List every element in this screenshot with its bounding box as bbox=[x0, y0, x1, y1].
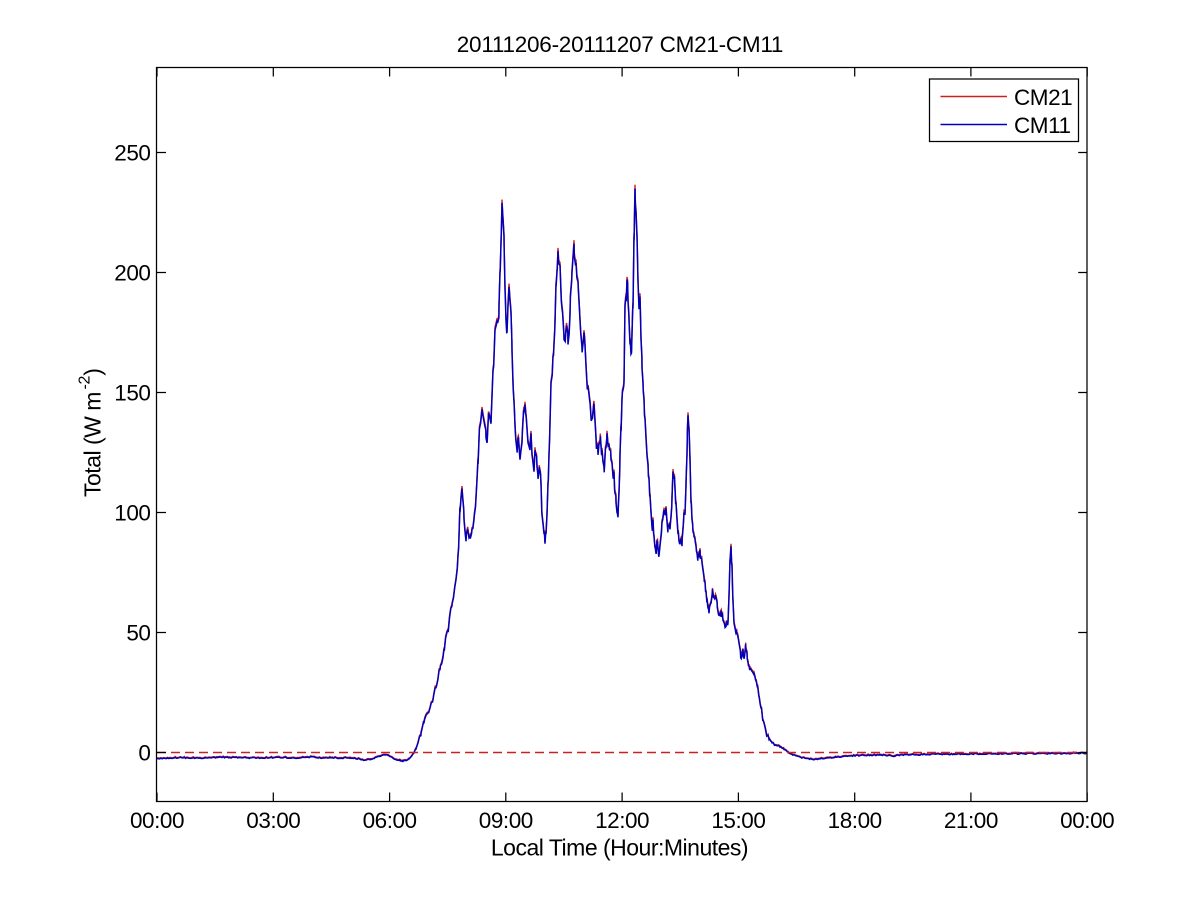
svg-text:-2: -2 bbox=[77, 375, 94, 389]
svg-text:21:00: 21:00 bbox=[944, 808, 998, 833]
svg-text:Total (W m: Total (W m bbox=[80, 392, 106, 497]
svg-text:0: 0 bbox=[138, 741, 150, 766]
svg-text:09:00: 09:00 bbox=[479, 808, 533, 833]
svg-text:100: 100 bbox=[114, 501, 150, 526]
svg-text:CM11: CM11 bbox=[1014, 113, 1071, 138]
svg-text:20111206-20111207 CM21-CM11: 20111206-20111207 CM21-CM11 bbox=[457, 32, 783, 57]
svg-text:): ) bbox=[80, 369, 106, 376]
svg-text:00:00: 00:00 bbox=[130, 808, 184, 833]
svg-text:150: 150 bbox=[114, 381, 150, 406]
svg-text:200: 200 bbox=[114, 261, 150, 286]
svg-text:12:00: 12:00 bbox=[595, 808, 649, 833]
svg-text:CM21: CM21 bbox=[1014, 85, 1072, 110]
svg-text:50: 50 bbox=[126, 621, 150, 646]
svg-text:Local Time (Hour:Minutes): Local Time (Hour:Minutes) bbox=[491, 834, 748, 860]
svg-text:03:00: 03:00 bbox=[246, 808, 300, 833]
svg-text:06:00: 06:00 bbox=[363, 808, 417, 833]
svg-text:18:00: 18:00 bbox=[828, 808, 882, 833]
svg-text:250: 250 bbox=[114, 141, 150, 166]
svg-text:00:00: 00:00 bbox=[1060, 808, 1114, 833]
svg-text:15:00: 15:00 bbox=[711, 808, 765, 833]
